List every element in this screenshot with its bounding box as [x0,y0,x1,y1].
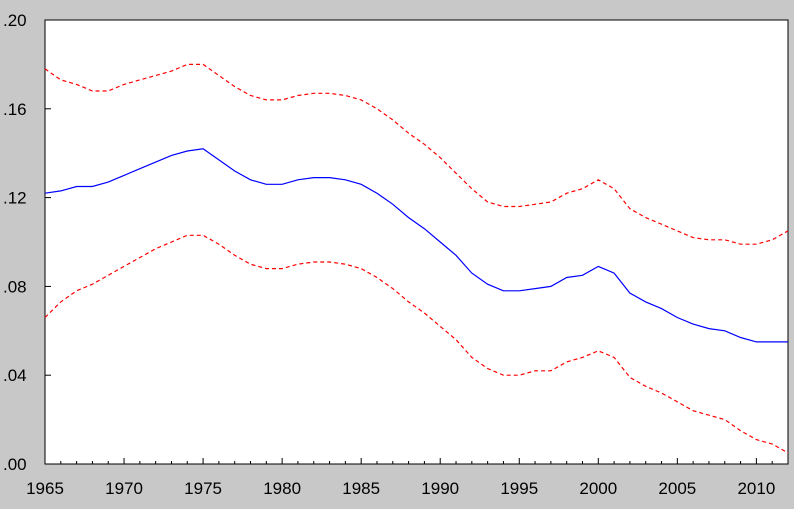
y-axis: .00 .04 .08 .12 .16 .20 [3,11,51,474]
x-tick-label: 1975 [184,479,222,498]
y-tick-label: .16 [3,100,27,119]
x-axis: 1965 1970 1975 1980 1985 1990 1995 2000 2005 2010 [26,458,789,498]
y-tick-label: .04 [3,366,27,385]
lower-band-line [44,234,789,454]
x-tick-label: 2000 [579,479,617,498]
x-tick-label: 1990 [421,479,459,498]
x-tick-label: 1995 [500,479,538,498]
x-tick-label: 2010 [737,479,775,498]
y-tick-label: .12 [3,189,27,208]
series-layer [44,63,789,454]
estimate-line [44,148,788,343]
x-tick-label: 1985 [342,479,380,498]
y-tick-label: .20 [3,11,27,30]
plot-area [44,19,789,465]
x-tick-label: 1980 [263,479,301,498]
x-tick-label: 1965 [26,479,64,498]
y-tick-label: .00 [3,455,27,474]
y-tick-label: .08 [3,277,27,296]
x-tick-label: 2005 [658,479,696,498]
x-tick-label: 1970 [105,479,143,498]
